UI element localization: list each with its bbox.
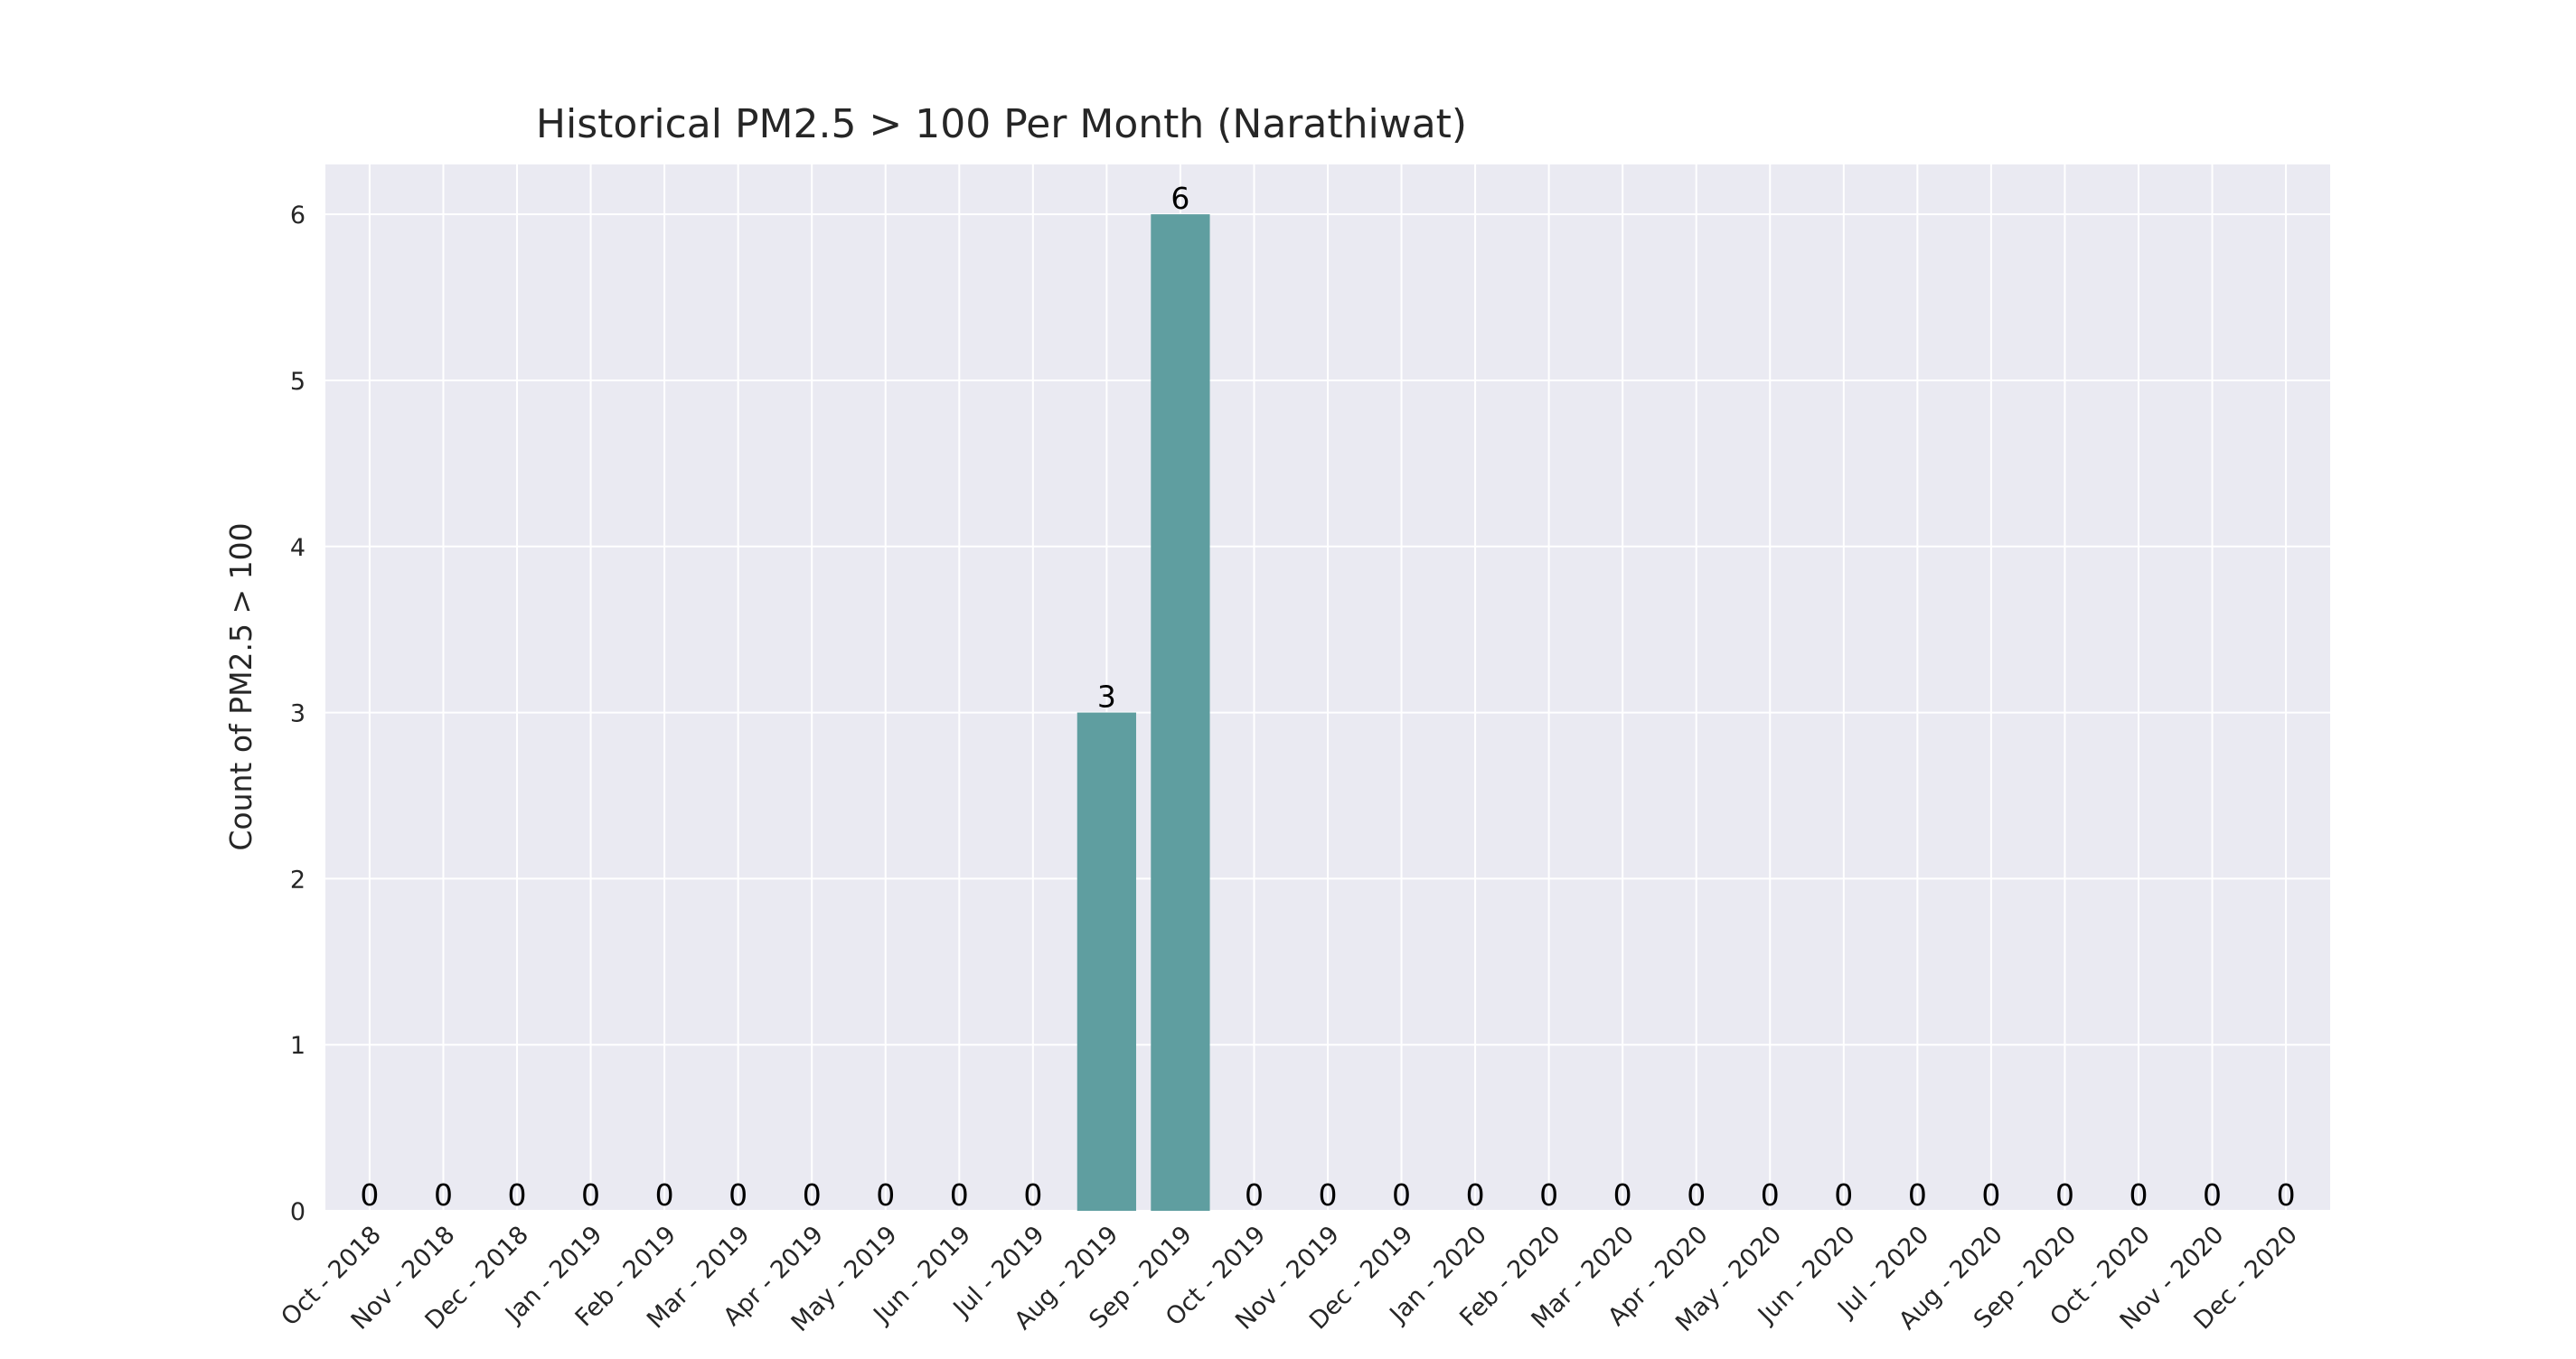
bar-value-label: 0 (1613, 1177, 1632, 1213)
y-tick-label: 3 (290, 700, 306, 728)
y-tick-label: 4 (290, 534, 306, 562)
bar-value-label: 0 (876, 1177, 895, 1213)
y-tick-label: 1 (290, 1032, 306, 1060)
bar-value-label: 0 (1392, 1177, 1411, 1213)
y-tick-label: 0 (290, 1198, 306, 1226)
bar-value-label: 0 (1319, 1177, 1338, 1213)
bar-value-label: 0 (360, 1177, 379, 1213)
chart-title: Historical PM2.5 > 100 Per Month (Narath… (536, 101, 1467, 147)
bar-value-label: 0 (655, 1177, 674, 1213)
bar-value-label: 0 (950, 1177, 969, 1213)
bar-value-label: 0 (1761, 1177, 1780, 1213)
y-tick-label: 2 (290, 866, 306, 894)
bars (1076, 214, 1210, 1212)
bar-value-label: 0 (2203, 1177, 2222, 1213)
y-axis-label: Count of PM2.5 > 100 (223, 522, 259, 850)
bar (1076, 712, 1136, 1211)
bar (1151, 214, 1210, 1212)
bar-value-label: 0 (1466, 1177, 1485, 1213)
bar-value-label: 0 (1539, 1177, 1558, 1213)
bar-value-label: 0 (1981, 1177, 2000, 1213)
y-tick-label: 6 (290, 202, 306, 230)
bar-value-label: 0 (1245, 1177, 1264, 1213)
bar-value-label: 0 (2277, 1177, 2296, 1213)
bar-value-label: 0 (1908, 1177, 1927, 1213)
bar-value-label: 0 (1023, 1177, 1042, 1213)
bar-value-label: 0 (1687, 1177, 1706, 1213)
y-axis-ticks: 0 1 2 3 4 5 6 (290, 202, 306, 1226)
bar-value-label: 0 (2055, 1177, 2074, 1213)
bar-value-label: 0 (729, 1177, 747, 1213)
bar-value-label: 0 (1834, 1177, 1853, 1213)
bar-value-label: 0 (2129, 1177, 2148, 1213)
bar-value-label: 0 (434, 1177, 453, 1213)
bar-value-label: 0 (803, 1177, 822, 1213)
y-tick-label: 5 (290, 368, 306, 396)
bar-value-label: 6 (1170, 181, 1189, 216)
bar-value-label: 0 (508, 1177, 527, 1213)
bar-value-labels: 0 0 0 0 0 0 0 0 0 0 3 6 0 0 0 0 0 0 0 0 0 0 0 0 0 0 0 (360, 181, 2295, 1213)
bar-value-label: 0 (581, 1177, 600, 1213)
bar-value-label: 3 (1097, 680, 1116, 715)
